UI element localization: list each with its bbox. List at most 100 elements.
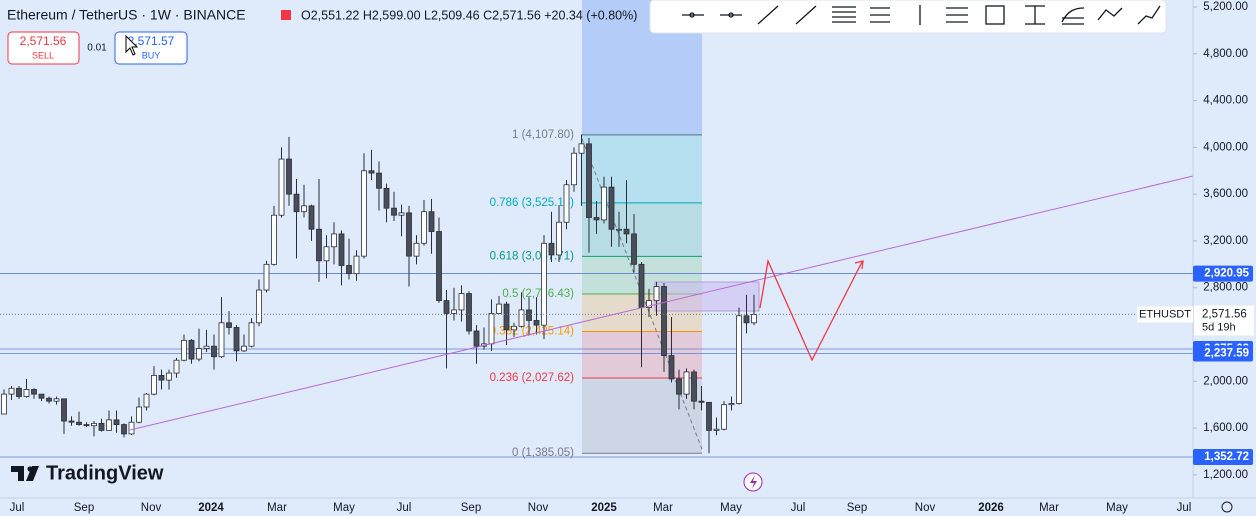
buy-label[interactable]: BUY bbox=[142, 50, 161, 60]
candle-body bbox=[211, 345, 217, 358]
tool-extended-line[interactable] bbox=[795, 5, 817, 25]
candle-body bbox=[571, 152, 577, 186]
x-tick-label: May bbox=[1106, 502, 1128, 514]
candle-body bbox=[203, 345, 210, 349]
candle-body bbox=[383, 187, 390, 209]
x-tick-label: Sep bbox=[847, 502, 867, 514]
logo-dot bbox=[27, 466, 33, 472]
candle-body bbox=[526, 309, 532, 321]
tool-horizontal-handle[interactable] bbox=[728, 12, 734, 18]
x-tick-label: 2024 bbox=[198, 502, 224, 514]
price-line-tag bbox=[1193, 345, 1253, 362]
tool-trend-line[interactable] bbox=[757, 5, 779, 25]
fib-band bbox=[582, 202, 702, 257]
candle-body bbox=[98, 422, 105, 431]
candle-body bbox=[406, 212, 412, 257]
candle-body bbox=[488, 313, 495, 345]
tool-rectangle[interactable] bbox=[985, 5, 1005, 25]
candle-body bbox=[398, 212, 405, 216]
candle-body bbox=[271, 214, 277, 265]
candle-body bbox=[46, 397, 52, 402]
y-tick-label: 1,600.00 bbox=[1203, 422, 1248, 434]
candle-body bbox=[121, 424, 127, 435]
candle-body bbox=[706, 401, 712, 431]
candle-body bbox=[541, 242, 547, 326]
candle-body bbox=[466, 293, 472, 332]
order-quantity[interactable]: 0.01 bbox=[87, 43, 107, 54]
tool-parallel-channel[interactable] bbox=[946, 7, 968, 23]
y-tick-label: 3,200.00 bbox=[1203, 235, 1248, 247]
candle-body bbox=[368, 170, 375, 174]
candle-body bbox=[563, 184, 570, 223]
candle-body bbox=[308, 205, 315, 230]
tool-price-range[interactable] bbox=[1025, 5, 1045, 25]
tool-fib-fan[interactable] bbox=[1061, 7, 1085, 25]
tool-path[interactable] bbox=[1097, 7, 1123, 21]
tool-ray-handle[interactable] bbox=[689, 12, 695, 18]
ohlc-readout: O2,551.22 H2,599.00 L2,509.46 C2,571.56 … bbox=[301, 8, 637, 22]
candle-body bbox=[601, 186, 607, 221]
candle-body bbox=[451, 309, 457, 314]
tradingview-logo: TradingView bbox=[11, 462, 164, 484]
buy-button[interactable] bbox=[114, 31, 188, 65]
fib-level-label: 0.5 (2,746.43) bbox=[502, 288, 574, 300]
candle-body bbox=[136, 406, 142, 423]
candle-body bbox=[16, 387, 22, 397]
x-tick-label: 2025 bbox=[591, 502, 617, 514]
x-tick-label: Jul bbox=[10, 502, 25, 514]
candle-body bbox=[256, 289, 262, 324]
event-icon[interactable] bbox=[750, 475, 757, 489]
tool-fib-retracement[interactable] bbox=[832, 6, 856, 23]
candle-body bbox=[721, 404, 727, 430]
tool-polyline[interactable] bbox=[1137, 5, 1161, 25]
candle-body bbox=[548, 242, 555, 256]
projection-arrow bbox=[854, 260, 864, 270]
drawing-toolbar bbox=[649, 0, 1167, 34]
candle-body bbox=[166, 372, 172, 381]
candle-body bbox=[218, 322, 225, 358]
candle-body bbox=[151, 375, 157, 395]
candle-body bbox=[556, 221, 562, 256]
fib-band bbox=[582, 134, 702, 203]
x-tick-label: Mar bbox=[653, 502, 673, 514]
candle-body bbox=[511, 325, 517, 331]
buy-price[interactable]: 2,571.57 bbox=[128, 34, 175, 48]
candle-body bbox=[181, 339, 187, 361]
candle-body bbox=[691, 371, 697, 402]
candle-body bbox=[428, 211, 435, 232]
candle-body bbox=[301, 205, 307, 213]
x-tick-label: Mar bbox=[1039, 502, 1059, 514]
price-line-tag bbox=[1193, 265, 1253, 282]
candle-body bbox=[158, 375, 165, 381]
candle-body bbox=[83, 424, 90, 427]
candle-body bbox=[503, 303, 510, 331]
symbol-title: Ethereum / TetherUS · 1W · BINANCE bbox=[7, 7, 246, 23]
x-tick-label: Nov bbox=[915, 502, 936, 514]
projection-path bbox=[759, 258, 863, 362]
y-tick-label: 4,000.00 bbox=[1203, 141, 1248, 153]
settings-icon[interactable] bbox=[1221, 501, 1233, 513]
tool-pitchfork[interactable] bbox=[870, 7, 890, 23]
candle-body bbox=[173, 359, 180, 374]
sell-label[interactable]: SELL bbox=[32, 50, 54, 60]
x-tick-label: Sep bbox=[74, 502, 94, 514]
candle-body bbox=[593, 217, 600, 221]
candle-body bbox=[436, 231, 442, 301]
candle-body bbox=[421, 211, 427, 244]
last-price-label: 2,571.56 bbox=[1202, 308, 1247, 320]
candle-body bbox=[361, 170, 367, 257]
candle-body bbox=[533, 320, 540, 326]
candle-body bbox=[143, 393, 150, 408]
candle-body bbox=[196, 348, 202, 360]
candle-body bbox=[661, 286, 667, 356]
symbol-tag bbox=[1137, 306, 1193, 323]
candle-body bbox=[698, 400, 705, 403]
sell-button[interactable] bbox=[7, 31, 80, 65]
candle-body bbox=[53, 398, 60, 402]
sell-price[interactable]: 2,571.56 bbox=[20, 34, 67, 48]
fib-level-label: 0 (1,385.05) bbox=[512, 447, 574, 459]
fib-level-label: 0.236 (2,027.62) bbox=[490, 372, 575, 384]
candle-body bbox=[188, 339, 195, 360]
toolbar-background bbox=[649, 0, 1167, 34]
candle-body bbox=[8, 387, 15, 395]
